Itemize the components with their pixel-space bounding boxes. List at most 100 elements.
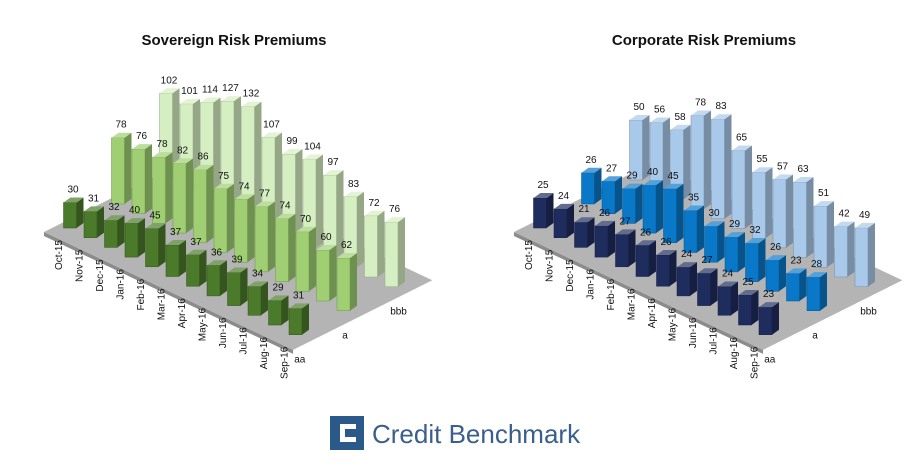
bar-side — [329, 245, 337, 301]
bar-front — [731, 150, 746, 229]
bar-top — [711, 114, 732, 120]
chart-title: Corporate Risk Premiums — [612, 32, 796, 49]
bar — [834, 221, 855, 278]
bar-top — [241, 101, 262, 107]
bar-top — [786, 268, 807, 274]
bar-front — [581, 172, 595, 205]
bar-side — [663, 117, 670, 190]
bar-front — [172, 163, 187, 234]
data-label: 25 — [742, 277, 754, 288]
data-label: 132 — [243, 89, 260, 100]
data-label: 27 — [619, 216, 631, 227]
chart-title: Sovereign Risk Premiums — [141, 32, 326, 49]
data-label: 50 — [633, 102, 645, 113]
bar-front — [854, 227, 869, 287]
bar — [336, 253, 357, 311]
bar-top — [104, 215, 125, 221]
bar — [731, 145, 752, 229]
bar — [676, 262, 697, 297]
bar-top — [745, 238, 766, 244]
bar-front — [254, 206, 269, 273]
data-label: 70 — [300, 214, 312, 225]
bar-front — [772, 179, 787, 249]
bar-side — [847, 221, 855, 277]
series-label: a — [342, 330, 348, 341]
bar-front — [553, 208, 568, 238]
bar-top — [814, 201, 834, 207]
bar-top — [636, 240, 656, 246]
data-label: 97 — [327, 157, 339, 168]
data-label: 56 — [654, 105, 666, 116]
x-tick-label: Aug-16 — [729, 337, 740, 370]
bar-side — [302, 303, 309, 335]
bar — [553, 203, 574, 238]
bar-side — [309, 226, 316, 292]
bar — [63, 197, 84, 229]
bar — [758, 302, 779, 335]
bar-top — [773, 174, 793, 180]
x-tick-label: Feb-16 — [606, 278, 617, 310]
bar-top — [752, 167, 773, 173]
data-label: 107 — [263, 120, 280, 131]
bar-side — [690, 262, 697, 296]
bar — [295, 226, 316, 292]
bar-front — [649, 122, 664, 190]
bar — [772, 174, 793, 249]
bar — [697, 268, 718, 306]
bar-side — [97, 206, 104, 238]
bar-side — [138, 218, 145, 258]
data-label: 23 — [790, 255, 802, 266]
bar-side — [213, 97, 221, 200]
bar-front — [336, 257, 351, 311]
series-label: bbb — [390, 306, 407, 317]
bar-front — [765, 259, 780, 292]
bar-top — [759, 302, 779, 308]
bar — [302, 154, 323, 249]
bar-side — [398, 217, 405, 287]
bar-side — [288, 213, 296, 282]
data-label: 42 — [838, 209, 850, 220]
bar — [111, 132, 132, 205]
bar-top — [173, 158, 193, 164]
bar-top — [132, 144, 152, 150]
bar-front — [683, 210, 698, 253]
data-label: 51 — [818, 188, 830, 199]
bar — [683, 205, 704, 253]
bar-front — [213, 188, 228, 253]
bar-side — [281, 295, 289, 325]
data-label: 104 — [304, 142, 321, 153]
bar-side — [186, 158, 193, 234]
x-tick-label: Sep-16 — [750, 346, 761, 379]
bar-top — [615, 229, 636, 235]
bar — [206, 260, 227, 297]
bar-side — [567, 203, 574, 238]
logo-glyph — [340, 424, 356, 442]
bar-front — [111, 137, 125, 205]
bar-side — [295, 149, 303, 239]
bar-front — [574, 221, 588, 248]
bar-front — [758, 306, 773, 335]
bar-front — [268, 300, 282, 326]
bar — [656, 250, 677, 287]
bar-top — [111, 132, 132, 138]
bar — [323, 170, 344, 258]
bar — [601, 176, 622, 214]
x-tick-label: Dec-15 — [565, 259, 576, 292]
data-label: 31 — [293, 290, 305, 301]
bar — [581, 167, 602, 205]
x-tick-label: Jun-16 — [688, 317, 699, 348]
x-tick-label: Mar-16 — [157, 288, 168, 320]
bar-front — [615, 234, 629, 268]
bar — [268, 295, 289, 326]
bar-top — [602, 176, 622, 182]
logo: Credit Benchmark — [330, 416, 581, 450]
bar-top — [663, 183, 684, 189]
data-label: 25 — [537, 180, 549, 191]
bar-side — [683, 124, 691, 200]
bar — [145, 223, 166, 268]
bar-top — [152, 152, 173, 158]
bar-side — [868, 222, 875, 287]
data-label: 78 — [695, 98, 707, 109]
series-label: aa — [294, 354, 306, 365]
x-tick-label: Jan-16 — [586, 269, 597, 300]
